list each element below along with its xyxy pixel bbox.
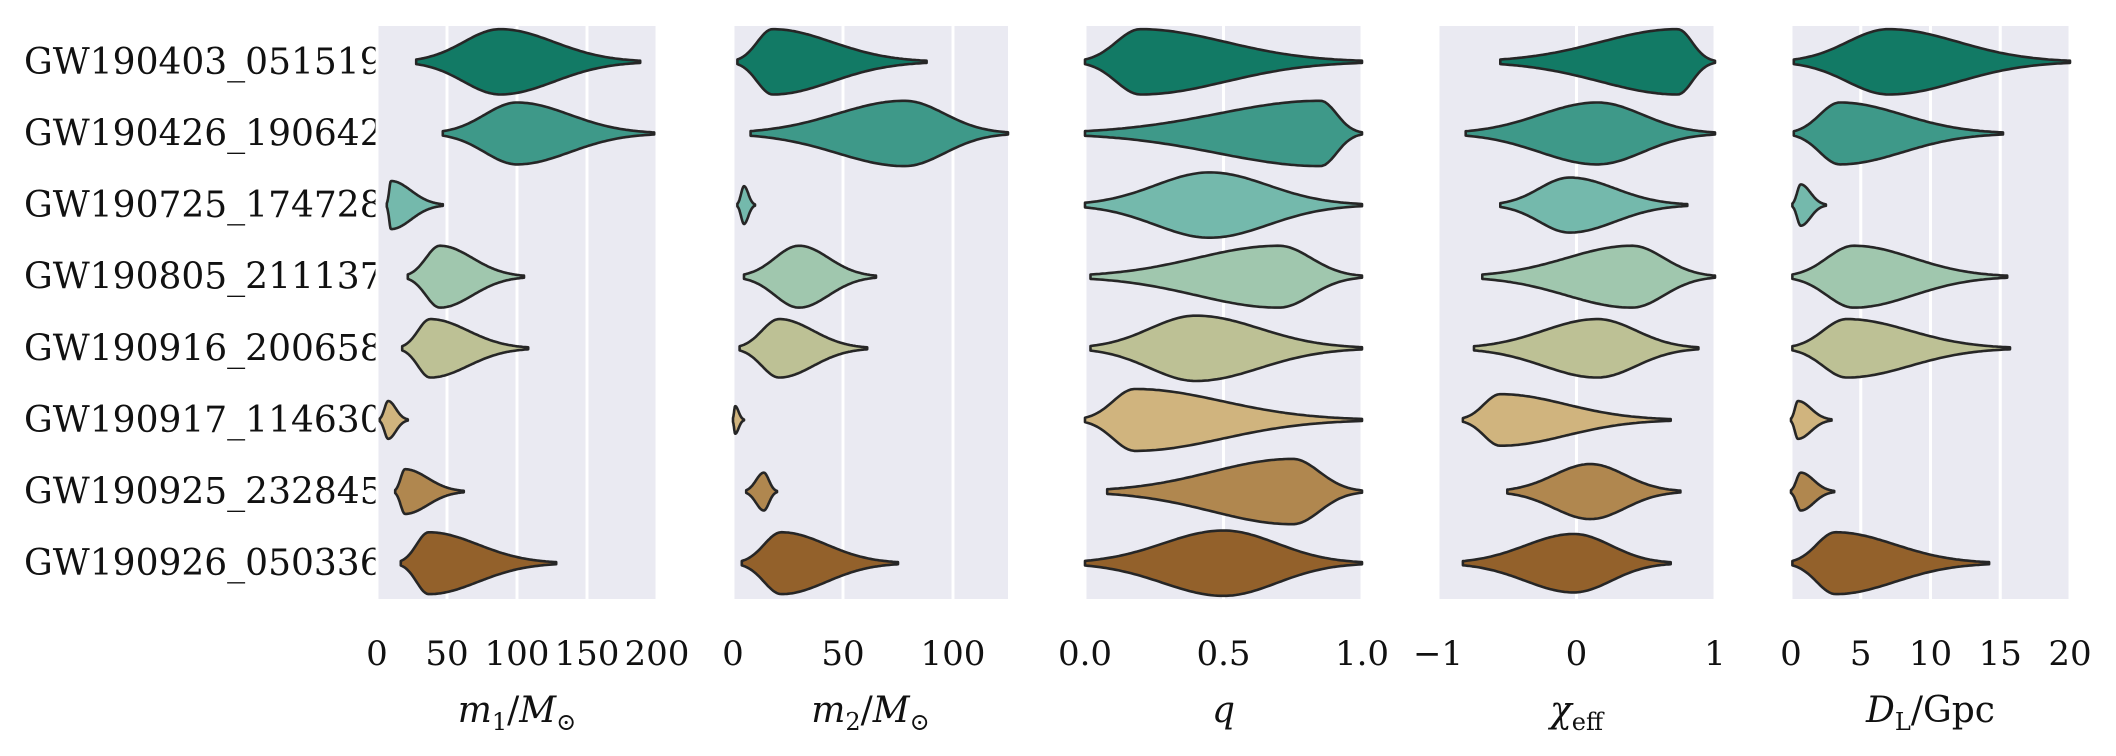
tick-label: 0.0 <box>1058 634 1112 674</box>
violin-dl-1 <box>1792 101 2005 166</box>
axis-label-sep: / <box>507 690 520 731</box>
violin-m1-3 <box>406 244 526 309</box>
tick-label: 50 <box>425 634 468 674</box>
violin-m2-5 <box>731 404 746 435</box>
tick-label: 1 <box>1704 634 1726 674</box>
violin-m1-6 <box>393 467 466 516</box>
violin-m1-0 <box>414 27 642 96</box>
violin-q-1 <box>1083 99 1364 168</box>
tick-label: 1.0 <box>1335 634 1389 674</box>
violin-dl-2 <box>1791 183 1828 227</box>
violin-m1-4 <box>400 317 530 379</box>
panel-m1: 0 50 100 150 200 m1/M⊙ <box>366 26 689 736</box>
violin-dl-5 <box>1789 399 1833 441</box>
axis-label-sub2: ⊙ <box>556 708 576 736</box>
axis-label-m2: m2/M⊙ <box>811 690 930 736</box>
axis-label-sub: eff <box>1572 708 1605 736</box>
violin-m2-3 <box>742 244 878 309</box>
tick-label: 150 <box>555 634 620 674</box>
tick-label: 0 <box>366 634 388 674</box>
axis-label-base: q <box>1212 690 1235 731</box>
violin-m2-1 <box>749 99 1010 168</box>
violin-chi-0 <box>1499 27 1717 96</box>
axis-label-base: χ <box>1547 690 1574 731</box>
panel-dl: 0 5 10 15 20 DL/Gpc <box>1780 26 2092 736</box>
axis-label-base: m <box>458 690 492 731</box>
violin-chi-5 <box>1461 392 1672 447</box>
violin-dl-6 <box>1789 471 1836 512</box>
axis-label-base: m <box>811 690 845 731</box>
violin-m2-0 <box>736 27 928 96</box>
tick-label: 10 <box>1909 634 1952 674</box>
event-label: GW190926_050336 <box>24 543 383 584</box>
violin-q-2 <box>1083 171 1364 239</box>
axis-label-base: D <box>1865 690 1895 731</box>
axis-label-chi: χeff <box>1547 690 1605 736</box>
axis-label-base2: M <box>872 690 911 731</box>
violin-m1-5 <box>378 399 410 441</box>
violin-m2-4 <box>738 317 869 379</box>
tick-label: 100 <box>921 634 986 674</box>
event-label: GW190916_200658 <box>24 328 383 369</box>
tick-label: 0 <box>1566 634 1588 674</box>
axis-label-sub2: ⊙ <box>910 708 930 736</box>
axis-label-sep: / <box>1911 690 1924 731</box>
violin-m1-2 <box>385 179 445 231</box>
tick-label: 5 <box>1850 634 1872 674</box>
violin-m1-1 <box>441 101 656 166</box>
tick-label: 50 <box>821 634 864 674</box>
event-label: GW190403_051519 <box>24 42 383 83</box>
tick-label: 0 <box>722 634 744 674</box>
event-label: GW190805_211137 <box>24 257 383 298</box>
tick-label: 100 <box>485 634 550 674</box>
axis-label-unit: Gpc <box>1923 690 1995 731</box>
violin-q-3 <box>1089 244 1364 309</box>
violin-chi-3 <box>1481 244 1717 309</box>
violin-m2-2 <box>736 184 757 226</box>
tick-label: 0.5 <box>1196 634 1250 674</box>
axis-label-dl: DL/Gpc <box>1865 690 1995 736</box>
tick-label: 200 <box>625 634 690 674</box>
violin-q-4 <box>1089 314 1364 383</box>
tick-label: −1 <box>1413 634 1463 674</box>
violin-chi-4 <box>1472 317 1700 379</box>
tick-label: 20 <box>2048 634 2091 674</box>
axis-label-sub: 2 <box>845 708 860 736</box>
violin-chi-2 <box>1499 176 1689 234</box>
violin-dl-7 <box>1791 530 1991 596</box>
axis-label-q: q <box>1212 690 1235 731</box>
violin-chi-7 <box>1461 532 1672 594</box>
panel-m2: 0 50 100 m2/M⊙ <box>722 26 1010 736</box>
violin-dl-4 <box>1791 317 2012 379</box>
violin-m2-7 <box>740 530 900 596</box>
violin-chi-6 <box>1506 462 1682 521</box>
event-label: GW190725_174728 <box>24 185 383 226</box>
axis-label-sub: 1 <box>492 708 507 736</box>
violin-dl-0 <box>1792 27 2072 96</box>
violin-m2-6 <box>744 471 779 512</box>
violin-dl-3 <box>1791 244 2009 309</box>
violin-m1-7 <box>399 531 558 596</box>
axis-label-sep: / <box>861 690 874 731</box>
event-label: GW190426_190642 <box>24 113 383 154</box>
axis-label-m1: m1/M⊙ <box>458 690 577 736</box>
panel-chi: −1 0 1 χeff <box>1413 26 1726 736</box>
violin-chi-1 <box>1464 101 1717 166</box>
axis-label-base2: M <box>518 690 557 731</box>
tick-label: 0 <box>1780 634 1802 674</box>
violin-q-5 <box>1083 387 1364 453</box>
violin-q-6 <box>1105 457 1364 526</box>
violin-q-7 <box>1083 529 1364 598</box>
violin-q-0 <box>1083 27 1364 96</box>
axis-label-sub: L <box>1895 708 1911 736</box>
tick-label: 15 <box>1979 634 2022 674</box>
event-label: GW190925_232845 <box>24 472 383 513</box>
event-label: GW190917_114630 <box>24 400 383 441</box>
panel-q: 0.0 0.5 1.0 q <box>1058 26 1389 731</box>
